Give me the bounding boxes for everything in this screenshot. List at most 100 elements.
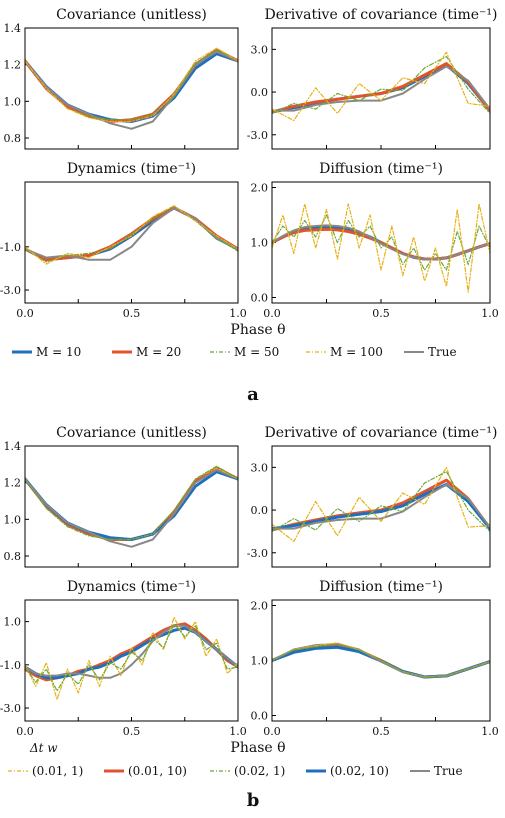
chart-title: Dynamics (time⁻¹) [67,161,196,177]
series-line [272,55,490,114]
legend-label: (0.02, 10) [330,764,389,778]
legend-label: True [434,764,463,778]
x-tick-label: 0.0 [16,725,34,738]
legend-item: M = 50 [210,345,279,359]
series-line [272,62,490,114]
y-tick-label: 1.4 [4,440,22,453]
legend-item: (0.01, 10) [104,764,187,778]
legend-item: (0.02, 1) [210,764,285,778]
legend-item: True [410,764,463,778]
x-tick-label: 1.0 [229,725,247,738]
y-tick-label: 2.0 [251,600,269,613]
series-line [25,468,238,548]
y-tick-label: 1.0 [4,95,22,108]
x-tick-label: 0.5 [123,725,141,738]
series-line [272,203,490,293]
series-line [25,50,238,130]
chart-title: Diffusion (time⁻¹) [319,161,443,177]
series-line [25,205,238,265]
x-tick-label: 1.0 [481,307,499,320]
series-line [272,51,490,122]
x-tick-label: 0.5 [123,307,141,320]
x-tick-label: 0.0 [16,307,34,320]
y-tick-label: 1.0 [4,616,22,629]
y-tick-label: -1.0 [0,241,21,254]
chart-title: Derivative of covariance (time⁻¹) [265,425,498,441]
x-tick-label: 1.0 [481,725,499,738]
y-tick-label: 3.0 [251,461,269,474]
y-tick-label: 1.4 [4,22,22,35]
y-tick-label: -3.0 [247,129,268,142]
panel-label-b: b [247,790,260,811]
y-tick-label: 0.0 [251,504,269,517]
y-tick-label: 1.2 [4,477,22,490]
series-line [25,470,238,541]
series-line [272,471,490,532]
plot-frame [24,181,239,304]
legend-item: True [404,345,457,359]
y-tick-label: 3.0 [251,43,269,56]
y-tick-label: 2.0 [251,182,269,195]
legend-label: (0.01, 10) [128,764,187,778]
chart-title: Covariance (unitless) [56,425,207,441]
series-line [272,466,490,542]
y-tick-label: -3.0 [0,284,21,297]
series-line [25,205,238,263]
plot-frame [24,599,239,722]
series-line [25,616,238,700]
legend-item: M = 20 [112,345,181,359]
chart-panel-a-4: Diffusion (time⁻¹) 2.0 1.0 0.0 0.0 0.5 1.0 [251,161,499,320]
y-tick-label: -1.0 [0,659,21,672]
legend-label: M = 10 [36,345,81,359]
series-line [25,626,238,680]
y-tick-label: 1.0 [4,513,22,526]
series-line [272,643,490,678]
plot-frame [271,599,491,722]
legend-label: (0.02, 1) [234,764,285,778]
xlabel-a: Phase θ [230,322,285,338]
y-tick-label: 0.8 [4,132,22,145]
legend-b-header: Δt w [29,741,58,755]
legend-item: M = 100 [306,345,383,359]
series-line [272,483,490,530]
series-line [272,224,490,260]
plot-frame [271,445,491,568]
plot-frame [24,445,239,568]
panel-label-a: a [247,384,259,405]
chart-panel-b-4: Diffusion (time⁻¹) 2.0 1.0 0.0 0.0 0.5 1.0 [251,579,499,738]
chart-panel-a-3: Dynamics (time⁻¹) -1.0 -3.0 0.0 0.5 1.0 [0,161,247,320]
chart-panel-a-1: Covariance (unitless) 1.4 1.2 1.0 0.8 [4,7,239,150]
chart-title: Dynamics (time⁻¹) [67,579,196,595]
series-line [25,465,238,541]
legend-b: (0.01, 1) (0.01, 10) (0.02, 1) (0.02, 10) Tr… [8,764,463,778]
panels: Covariance (unitless) 1.4 1.2 1.0 0.8 Derivat… [0,7,499,738]
xlabel-b: Phase θ [230,740,285,756]
legend-item: (0.02, 10) [306,764,389,778]
series-line [272,214,490,271]
legend-item: M = 10 [12,345,81,359]
legend-label: True [428,345,457,359]
x-tick-label: 1.0 [229,307,247,320]
legend-label: M = 20 [136,345,181,359]
x-tick-label: 0.0 [263,725,281,738]
chart-panel-b-3: Dynamics (time⁻¹) 1.0 -1.0 -3.0 0.0 0.5 1.0 [0,579,247,738]
y-tick-label: 1.2 [4,59,22,72]
chart-title: Derivative of covariance (time⁻¹) [265,7,498,23]
chart-panel-b-1: Covariance (unitless) 1.4 1.2 1.0 0.8 [4,425,239,568]
legend-label: (0.01, 1) [32,764,83,778]
series-line [25,47,238,123]
chart-panel-a-2: Derivative of covariance (time⁻¹) 3.0 0.0 -… [247,7,498,150]
series-line [25,624,238,679]
y-tick-label: 1.0 [251,237,269,250]
legend-a: M = 10 M = 20 M = 50 M = 100 True [12,345,457,359]
y-tick-label: -3.0 [0,702,21,715]
y-tick-label: 1.0 [251,655,269,668]
x-tick-label: 0.0 [263,307,281,320]
x-tick-label: 0.5 [372,725,390,738]
chart-title: Diffusion (time⁻¹) [319,579,443,595]
plot-frame [24,27,239,150]
plot-frame [271,181,491,304]
series-line [25,52,238,123]
plot-frame [271,27,491,150]
